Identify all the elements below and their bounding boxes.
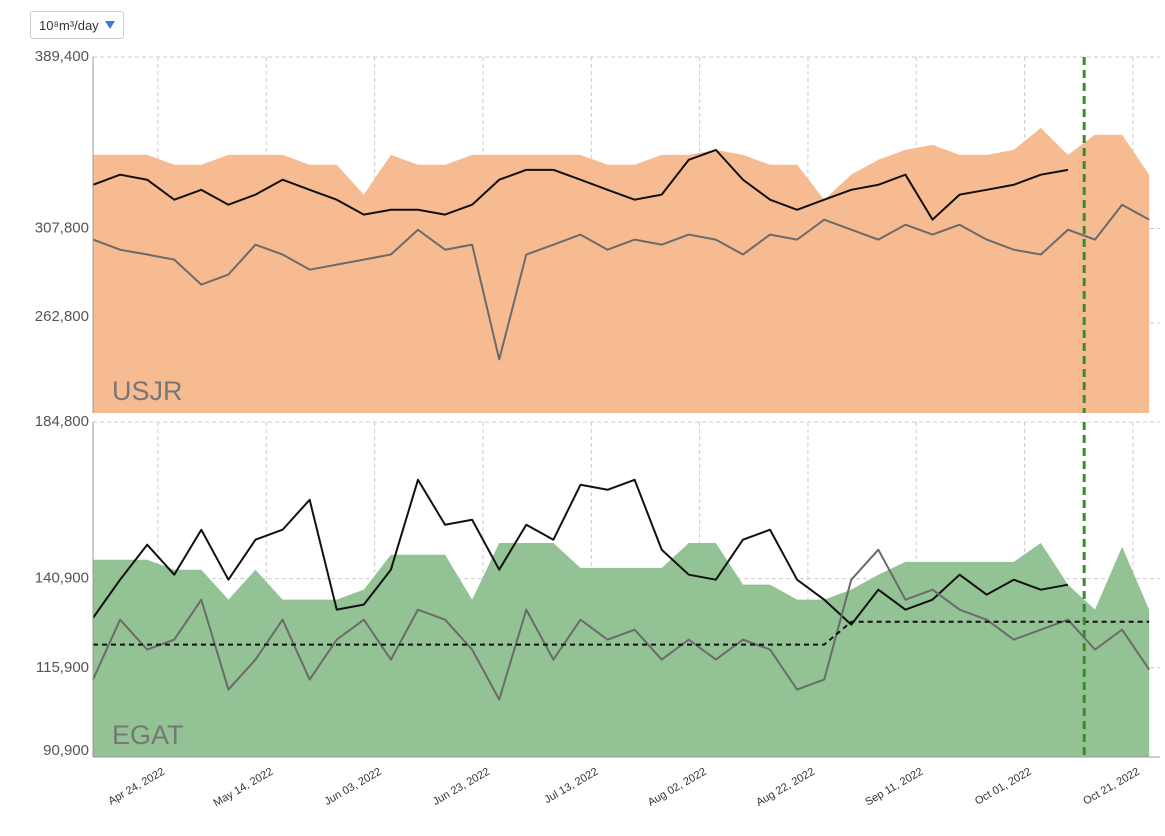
x-tick-label: Jul 13, 2022 [542,766,600,806]
x-tick-label: Oct 21, 2022 [1081,766,1142,808]
line [92,548,1150,701]
x-tick-label: Aug 22, 2022 [754,766,817,809]
panel-label: USJR [112,376,183,406]
x-tick-label: Apr 24, 2022 [106,766,167,808]
line [92,478,1069,626]
dropdown-arrow [104,21,115,29]
x-tick-label: Aug 02, 2022 [646,766,709,809]
unit-dropdown[interactable]: 10⁸m³/day [30,11,124,39]
x-tick-label: Oct 01, 2022 [973,766,1034,808]
y-tick-label: 389,400 [35,48,89,65]
area [93,127,1150,414]
y-tick-label: 262,800 [35,308,89,325]
x-tick-label: Jun 23, 2022 [431,766,492,808]
y-tick-label: 115,900 [36,659,89,676]
x-tick-label: Sep 11, 2022 [863,766,925,809]
y-tick-label: 184,800 [35,413,89,430]
line [92,203,1150,361]
x-tick-label: May 14, 2022 [212,766,276,810]
x-tick-label: Jun 03, 2022 [322,766,383,808]
unit-label: 10⁸m³/day [39,17,99,33]
y-tick-label: 90,900 [43,742,89,759]
area [93,542,1150,757]
panel-label: EGAT [112,720,184,750]
y-tick-label: 307,800 [35,219,89,236]
line [92,148,1069,221]
y-tick-label: 140,900 [35,570,89,587]
